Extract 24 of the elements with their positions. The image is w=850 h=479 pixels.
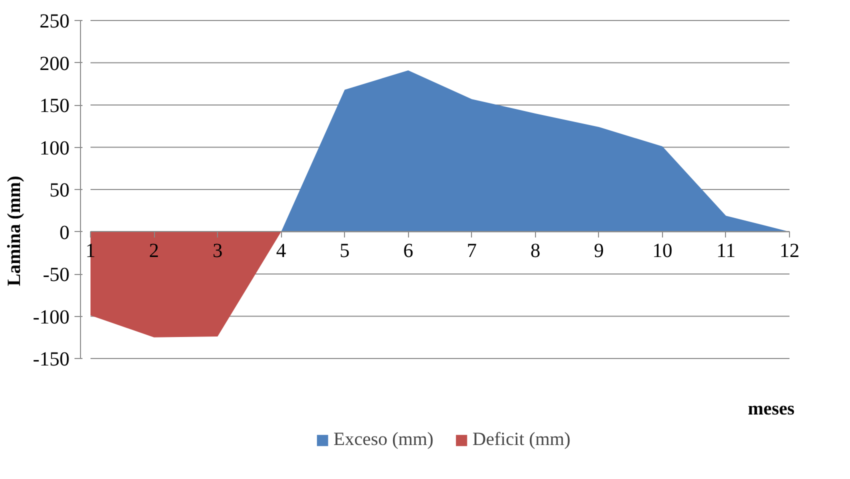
x-tick-label: 5 <box>340 240 350 262</box>
x-tick-label: 6 <box>403 240 414 262</box>
y-tick-label: -100 <box>32 306 70 328</box>
x-tick-label: 12 <box>780 240 800 262</box>
y-tick-label: 200 <box>40 52 70 75</box>
x-tick-label: 2 <box>149 240 160 262</box>
y-tick-label: 150 <box>40 95 70 117</box>
legend-label: Exceso (mm) <box>334 429 434 451</box>
y-tick-label: -50 <box>42 264 70 286</box>
y-tick-label: 50 <box>50 180 70 202</box>
x-tick-label: 8 <box>530 240 540 262</box>
x-tick-label: 3 <box>212 240 223 262</box>
x-axis-title: meses <box>748 398 795 420</box>
x-tick-label: 11 <box>716 240 736 262</box>
x-tick-label: 7 <box>466 240 477 262</box>
y-tick-label: 0 <box>60 222 70 244</box>
legend-label: Deficit (mm) <box>472 429 570 451</box>
y-tick-label: 100 <box>40 137 70 160</box>
y-tick-label: -150 <box>32 348 70 370</box>
x-tick-label: 9 <box>594 240 604 262</box>
x-tick-label: 4 <box>276 240 286 262</box>
y-axis-title: Lamina (mm) <box>4 176 25 286</box>
x-tick-label: 10 <box>652 240 672 262</box>
y-tick-label: 250 <box>40 10 70 32</box>
